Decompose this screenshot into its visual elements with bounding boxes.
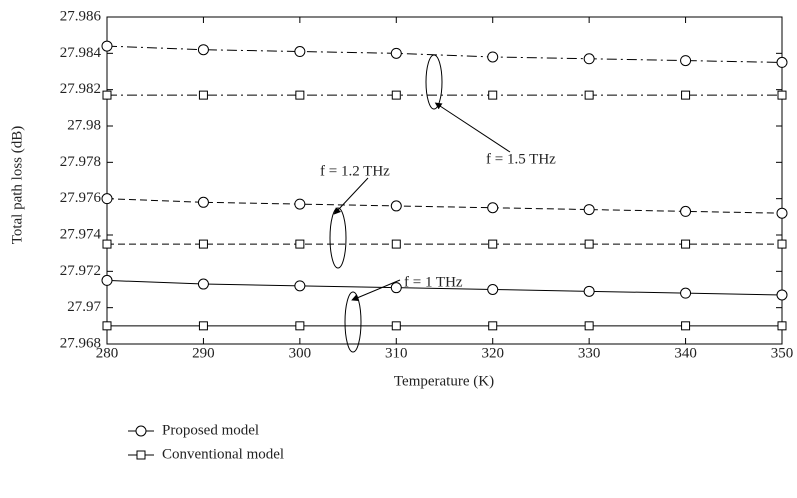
x-tick-label: 330 [578, 345, 601, 361]
y-tick-label: 27.978 [60, 154, 101, 170]
series-line [106, 45, 783, 63]
circle-marker [776, 289, 788, 301]
circle-marker [197, 278, 209, 290]
y-tick-label: 27.968 [60, 335, 101, 351]
circle-marker [487, 202, 499, 214]
square-marker [584, 90, 594, 100]
square-marker [681, 90, 691, 100]
circle-marker [294, 46, 306, 58]
square-marker [488, 239, 498, 249]
annotation-arrow [333, 177, 369, 215]
square-marker [391, 90, 401, 100]
circle-marker [197, 44, 209, 56]
circle-marker [390, 200, 402, 212]
x-tick-label: 340 [674, 345, 697, 361]
circle-marker [776, 207, 788, 219]
circle-marker [390, 47, 402, 59]
y-tick-label: 27.976 [60, 190, 102, 206]
circle-marker [101, 193, 113, 205]
square-marker [295, 239, 305, 249]
square-marker [681, 321, 691, 331]
y-tick-label: 27.974 [60, 226, 102, 242]
x-axis-label: Temperature (K) [394, 373, 494, 389]
square-marker [102, 90, 112, 100]
square-marker [681, 239, 691, 249]
x-tick-label: 310 [385, 345, 408, 361]
square-marker [295, 90, 305, 100]
annotation-arrow [351, 279, 401, 301]
circle-marker [487, 284, 499, 295]
x-tick-label: 320 [481, 345, 504, 361]
square-marker [198, 321, 208, 331]
circle-marker [101, 274, 113, 286]
y-tick-label: 27.972 [60, 263, 101, 279]
square-marker [488, 90, 498, 100]
circle-marker [583, 53, 595, 65]
square-marker [295, 321, 305, 331]
circle-marker [135, 425, 147, 437]
legend-label: Proposed model [162, 422, 259, 438]
square-marker [777, 239, 787, 249]
y-tick-label: 27.984 [60, 45, 102, 61]
annotation: f = 1.5 THz [486, 151, 556, 167]
circle-marker [583, 204, 595, 216]
circle-marker [294, 198, 306, 210]
circle-marker [294, 280, 306, 292]
x-tick-label: 280 [96, 345, 119, 361]
square-marker [102, 239, 112, 249]
annotation: f = 1 THz [404, 274, 463, 290]
y-tick-label: 27.97 [67, 299, 101, 315]
square-marker [584, 321, 594, 331]
circle-marker [583, 285, 595, 297]
square-marker [777, 321, 787, 331]
x-tick-label: 300 [289, 345, 312, 361]
circle-marker [680, 205, 692, 217]
square-marker [198, 239, 208, 249]
square-marker [777, 90, 787, 100]
circle-marker [487, 51, 499, 63]
annotation-ellipse [344, 291, 362, 353]
square-marker [391, 321, 401, 331]
legend-label: Conventional model [162, 446, 284, 462]
x-tick-label: 290 [192, 345, 215, 361]
circle-marker [101, 40, 113, 52]
square-marker [136, 450, 146, 460]
circle-marker [390, 282, 402, 294]
annotation: f = 1.2 THz [320, 163, 390, 179]
series-line [106, 279, 783, 296]
square-marker [584, 239, 594, 249]
circle-marker [776, 56, 788, 68]
square-marker [391, 239, 401, 249]
series-line [106, 198, 783, 214]
x-tick-label: 350 [771, 345, 794, 361]
y-tick-label: 27.98 [67, 117, 101, 133]
annotation-ellipse [329, 207, 347, 269]
y-tick-label: 27.986 [60, 8, 102, 24]
plot-frame [106, 16, 783, 345]
square-marker [198, 90, 208, 100]
circle-marker [680, 287, 692, 299]
annotation-ellipse [425, 54, 443, 110]
y-tick-label: 27.982 [60, 81, 101, 97]
square-marker [488, 321, 498, 331]
circle-marker [197, 196, 209, 208]
square-marker [102, 321, 112, 331]
circle-marker [680, 55, 692, 67]
y-axis-label: Total path loss (dB) [9, 126, 25, 245]
annotation-arrow [434, 102, 511, 153]
